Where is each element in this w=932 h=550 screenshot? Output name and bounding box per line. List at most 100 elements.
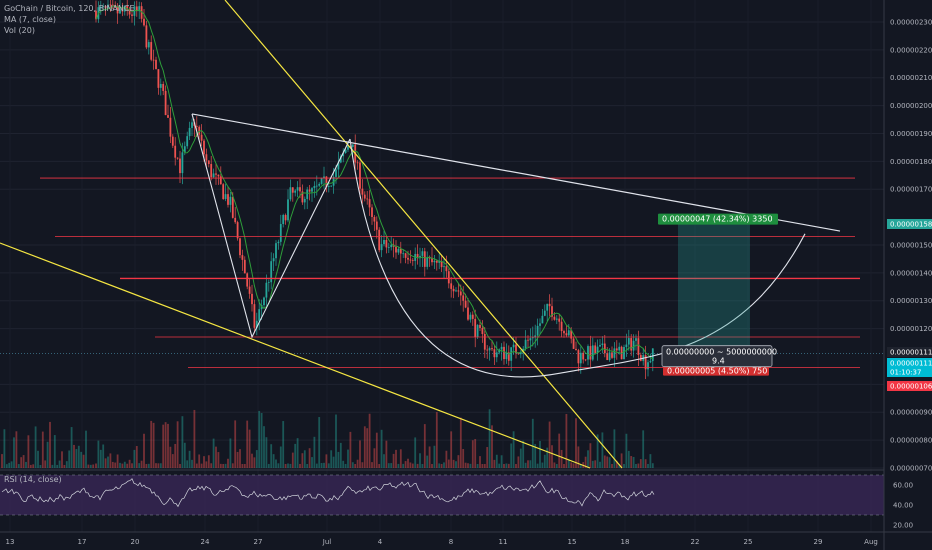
candle-body xyxy=(647,362,649,370)
candle-body xyxy=(191,122,193,128)
volume-bar xyxy=(102,444,105,468)
candle-body xyxy=(380,244,383,251)
candle-body xyxy=(320,178,323,184)
candle-body xyxy=(159,83,162,88)
volume-bar xyxy=(498,463,501,468)
volume-bar xyxy=(49,421,51,468)
candle-body xyxy=(591,345,594,360)
volume-bar xyxy=(138,463,141,468)
volume-bar xyxy=(243,464,246,468)
symbol-title[interactable]: GoChain / Bitcoin, 120, BINANCE xyxy=(4,4,135,13)
candle-body xyxy=(171,136,174,146)
volume-bar xyxy=(407,458,409,468)
candle-body xyxy=(366,198,369,200)
candle-body xyxy=(500,346,503,350)
candle-body xyxy=(351,144,354,147)
candle-body xyxy=(270,261,273,283)
candle-body xyxy=(147,42,150,48)
volume-bar xyxy=(109,453,112,468)
volume-bar xyxy=(351,462,354,468)
volume-bar xyxy=(171,454,174,468)
time-axis[interactable]: 13 17 20 24 27 Jul 4 8 11 15 18 22 25 29 Aug xyxy=(0,531,932,546)
volume-bar xyxy=(1,454,3,468)
volume-bar xyxy=(44,460,47,468)
rsi-tick-label: 20.00 xyxy=(893,522,913,530)
volume-bar xyxy=(515,464,517,468)
volume-bar xyxy=(327,463,330,468)
volume-bar xyxy=(131,463,133,468)
volume-bar xyxy=(15,431,18,468)
candle-body xyxy=(479,324,481,328)
candle-body xyxy=(637,338,640,356)
candle-body xyxy=(519,352,522,355)
volume-bar xyxy=(339,442,342,468)
candle-body xyxy=(507,352,510,361)
price-tag-label: 0.00000111 xyxy=(890,349,932,357)
candle-body xyxy=(419,255,421,257)
volume-bar xyxy=(383,454,385,468)
candle-body xyxy=(339,156,342,163)
volume-bar xyxy=(503,463,505,468)
volume-bar xyxy=(397,463,400,468)
y-tick-label: 0.00000180 xyxy=(890,158,932,166)
candle-body xyxy=(560,321,563,332)
candle-body xyxy=(356,162,359,164)
volume-bar xyxy=(632,456,635,468)
volume-bar xyxy=(29,464,32,468)
volume-bar xyxy=(27,435,30,468)
volume-bar xyxy=(647,463,649,468)
wedge-top-line xyxy=(191,113,841,232)
price-tag xyxy=(887,347,932,357)
price-tag-label: 0.00000106 xyxy=(890,383,932,391)
volume-bar xyxy=(155,463,157,468)
volume-bar xyxy=(392,453,395,468)
candle-body xyxy=(272,258,275,262)
candle-body xyxy=(241,255,244,260)
volume-bar xyxy=(531,418,534,468)
x-tick-label: 24 xyxy=(201,538,210,546)
candle-body xyxy=(152,59,155,61)
volume-bar xyxy=(301,453,304,468)
volume-indicator-label[interactable]: Vol (20) xyxy=(4,26,35,35)
volume-bar xyxy=(63,464,66,468)
candle-body xyxy=(416,253,419,257)
candle-body xyxy=(455,290,457,292)
ma-indicator-label[interactable]: MA (7, close) xyxy=(4,15,56,24)
volume-bar xyxy=(318,417,321,468)
volume-bar xyxy=(282,421,285,468)
volume-bar xyxy=(41,431,44,468)
volume-bar xyxy=(119,462,121,468)
candle-body xyxy=(95,10,97,20)
candle-body xyxy=(179,158,181,174)
volume-bar xyxy=(543,454,546,468)
y-tick-label: 0.00000230 xyxy=(890,18,932,26)
volume-bar xyxy=(457,455,460,468)
candle-body xyxy=(644,355,647,370)
y-tick-label: 0.00000190 xyxy=(890,130,932,138)
candle-body xyxy=(335,169,337,177)
long-position-tool[interactable]: 0.00000047 (42.34%) 3350 0.00000005 (4.50… xyxy=(658,213,778,376)
volume-bar xyxy=(416,463,419,468)
volume-bar xyxy=(39,464,42,468)
volume-bar xyxy=(191,459,193,468)
chart-grid xyxy=(0,21,884,469)
volume-bar xyxy=(248,429,251,468)
candle-body xyxy=(119,8,121,14)
rsi-indicator-label[interactable]: RSI (14, close) xyxy=(4,475,62,484)
candle-body xyxy=(623,347,625,360)
ma-line xyxy=(95,5,654,360)
candle-body xyxy=(534,335,537,338)
candle-body xyxy=(452,288,455,292)
candle-body xyxy=(503,346,505,360)
rsi-pane xyxy=(0,469,884,516)
volume-bar xyxy=(70,427,73,468)
volume-bar xyxy=(359,440,361,468)
candle-body xyxy=(373,216,376,222)
volume-bar xyxy=(594,460,597,468)
volume-bar xyxy=(411,463,414,468)
price-axis[interactable]: 0.00000230 0.00000220 0.00000210 0.00000200… xyxy=(883,0,932,550)
x-tick-label: 11 xyxy=(499,538,508,546)
candle-body xyxy=(294,190,297,193)
candle-body xyxy=(263,297,265,306)
